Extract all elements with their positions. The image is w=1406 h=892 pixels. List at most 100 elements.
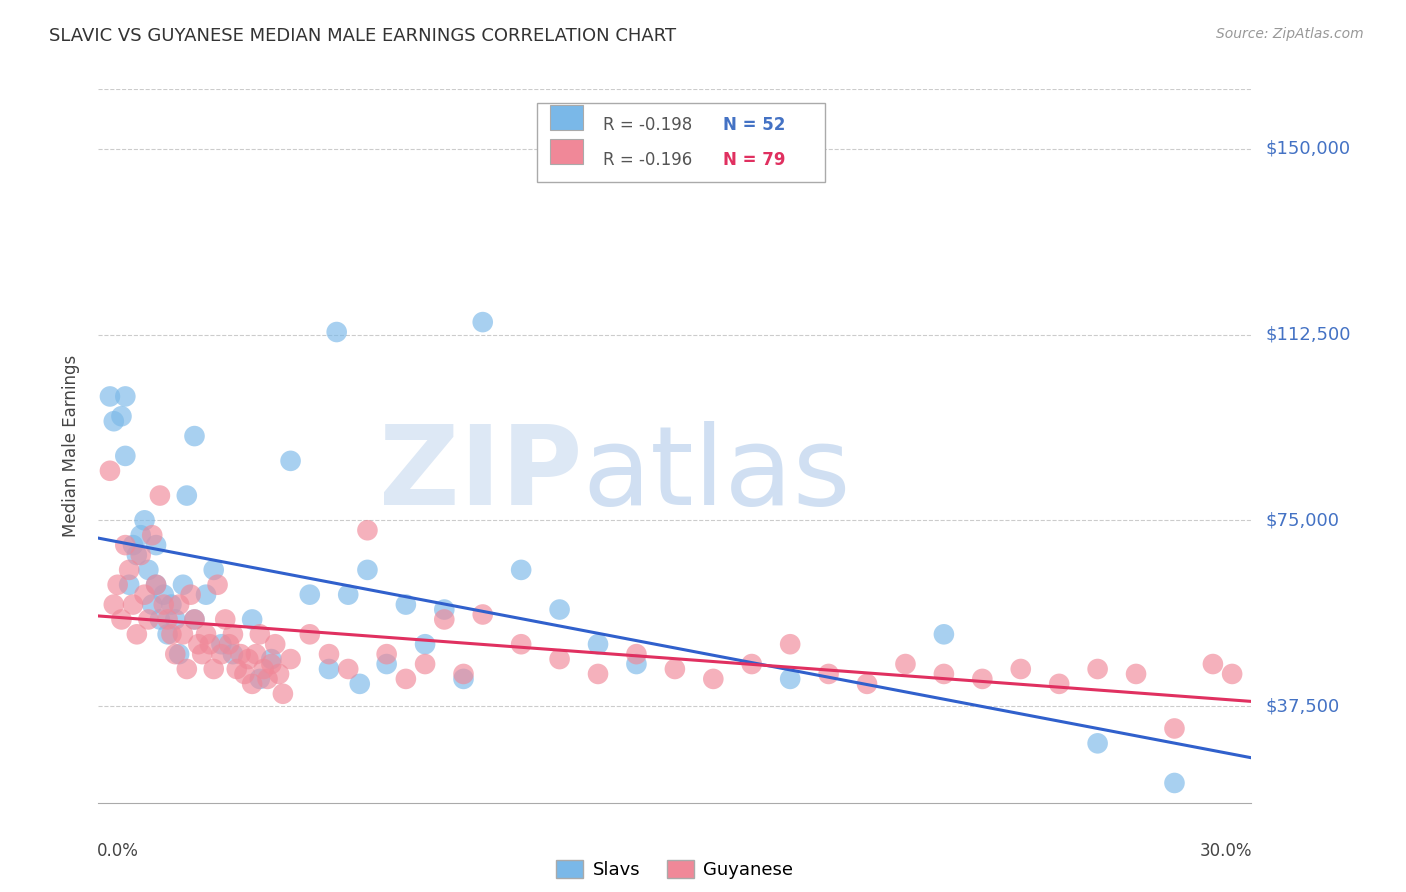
Point: [114, 389, 136, 403]
Point: [325, 325, 347, 339]
Point: [702, 672, 724, 686]
Point: [395, 672, 418, 686]
Point: [1047, 677, 1070, 691]
Point: [214, 612, 236, 626]
Point: [856, 677, 879, 691]
Point: [433, 612, 456, 626]
Point: [471, 607, 494, 622]
Point: [413, 637, 436, 651]
Point: [356, 563, 378, 577]
Point: [98, 389, 121, 403]
Point: [932, 627, 955, 641]
Point: [134, 588, 156, 602]
Point: [510, 637, 533, 651]
Point: [149, 489, 172, 503]
Point: [222, 627, 245, 641]
Point: [191, 647, 214, 661]
Point: [165, 647, 187, 661]
FancyBboxPatch shape: [550, 105, 582, 130]
Point: [198, 637, 221, 651]
Point: [118, 563, 141, 577]
Point: [253, 662, 276, 676]
Point: [138, 563, 160, 577]
Point: [586, 637, 609, 651]
Point: [238, 652, 260, 666]
Point: [145, 578, 167, 592]
Point: [103, 414, 125, 428]
Point: [122, 538, 145, 552]
Text: 0.0%: 0.0%: [97, 842, 139, 860]
Point: [548, 602, 571, 616]
FancyBboxPatch shape: [537, 103, 825, 182]
Point: [141, 598, 163, 612]
Point: [267, 667, 290, 681]
Point: [195, 627, 218, 641]
Point: [167, 598, 190, 612]
Point: [280, 454, 302, 468]
Point: [1087, 662, 1109, 676]
Point: [433, 602, 456, 616]
Point: [626, 657, 648, 671]
Point: [932, 667, 955, 681]
Point: [664, 662, 686, 676]
Point: [413, 657, 436, 671]
Point: [1010, 662, 1032, 676]
Point: [298, 627, 321, 641]
Text: R = -0.196: R = -0.196: [603, 151, 693, 169]
Y-axis label: Median Male Earnings: Median Male Earnings: [62, 355, 80, 537]
Point: [125, 548, 148, 562]
Point: [129, 528, 152, 542]
Point: [349, 677, 371, 691]
Point: [110, 409, 132, 424]
Point: [152, 598, 174, 612]
Point: [249, 627, 271, 641]
Point: [894, 657, 917, 671]
Point: [375, 647, 398, 661]
Text: $75,000: $75,000: [1265, 511, 1340, 529]
Point: [218, 637, 240, 651]
Point: [152, 588, 174, 602]
Point: [187, 637, 209, 651]
Text: ZIP: ZIP: [380, 421, 582, 528]
Point: [134, 513, 156, 527]
Text: $150,000: $150,000: [1265, 140, 1350, 158]
Text: atlas: atlas: [582, 421, 851, 528]
Point: [1202, 657, 1225, 671]
Legend: Slavs, Guyanese: Slavs, Guyanese: [550, 853, 800, 887]
Point: [156, 627, 179, 641]
Point: [240, 677, 263, 691]
Point: [548, 652, 571, 666]
Point: [138, 612, 160, 626]
Point: [110, 612, 132, 626]
Point: [172, 578, 194, 592]
Point: [183, 612, 205, 626]
Point: [160, 598, 183, 612]
Point: [167, 647, 190, 661]
Point: [160, 627, 183, 641]
Text: N = 79: N = 79: [723, 151, 786, 169]
Point: [225, 662, 247, 676]
Point: [337, 662, 360, 676]
Text: Source: ZipAtlas.com: Source: ZipAtlas.com: [1216, 27, 1364, 41]
Point: [141, 528, 163, 542]
Point: [129, 548, 152, 562]
Point: [183, 429, 205, 443]
Text: $112,500: $112,500: [1265, 326, 1351, 343]
Text: 30.0%: 30.0%: [1199, 842, 1253, 860]
Text: $37,500: $37,500: [1265, 698, 1340, 715]
Point: [741, 657, 763, 671]
Point: [510, 563, 533, 577]
Point: [453, 667, 475, 681]
Point: [586, 667, 609, 681]
Point: [318, 662, 340, 676]
Point: [156, 612, 179, 626]
Point: [207, 578, 229, 592]
Point: [280, 652, 302, 666]
Point: [180, 588, 202, 602]
Point: [122, 598, 145, 612]
Point: [260, 652, 283, 666]
Point: [229, 647, 252, 661]
Point: [209, 647, 232, 661]
Point: [356, 523, 378, 537]
Point: [107, 578, 129, 592]
